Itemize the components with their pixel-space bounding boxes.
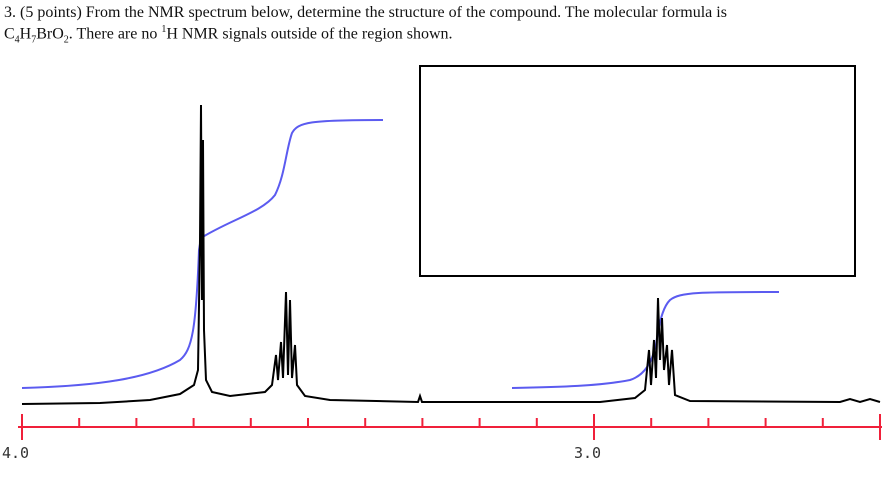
question-text: H NMR signals outside of the region show… [166,25,453,43]
formula-part: H [19,25,32,43]
superscript: 1 [161,24,167,35]
tick-label: 4.0 [2,444,29,462]
question-line: C4H7BrO2. There are no 1H NMR signals ou… [4,24,453,46]
integral-curve [21,119,384,389]
answer-box [419,65,856,277]
question-line: 3. (5 points) From the NMR spectrum belo… [4,4,727,22]
formula-subscript: 2 [63,34,69,46]
formula-part: C [4,25,15,43]
question-text: . There are no [68,25,162,43]
tick-label: 3.0 [574,444,601,462]
integral-curve [511,291,780,389]
minor-ticks [78,418,824,427]
spectrum-line [21,104,881,405]
formula-part: BrO [36,25,64,43]
question-text: 3. (5 points) From the NMR spectrum belo… [4,4,727,21]
formula-subscript: 4 [14,34,20,46]
ruler [18,414,882,440]
formula-subscript: 7 [31,34,37,46]
